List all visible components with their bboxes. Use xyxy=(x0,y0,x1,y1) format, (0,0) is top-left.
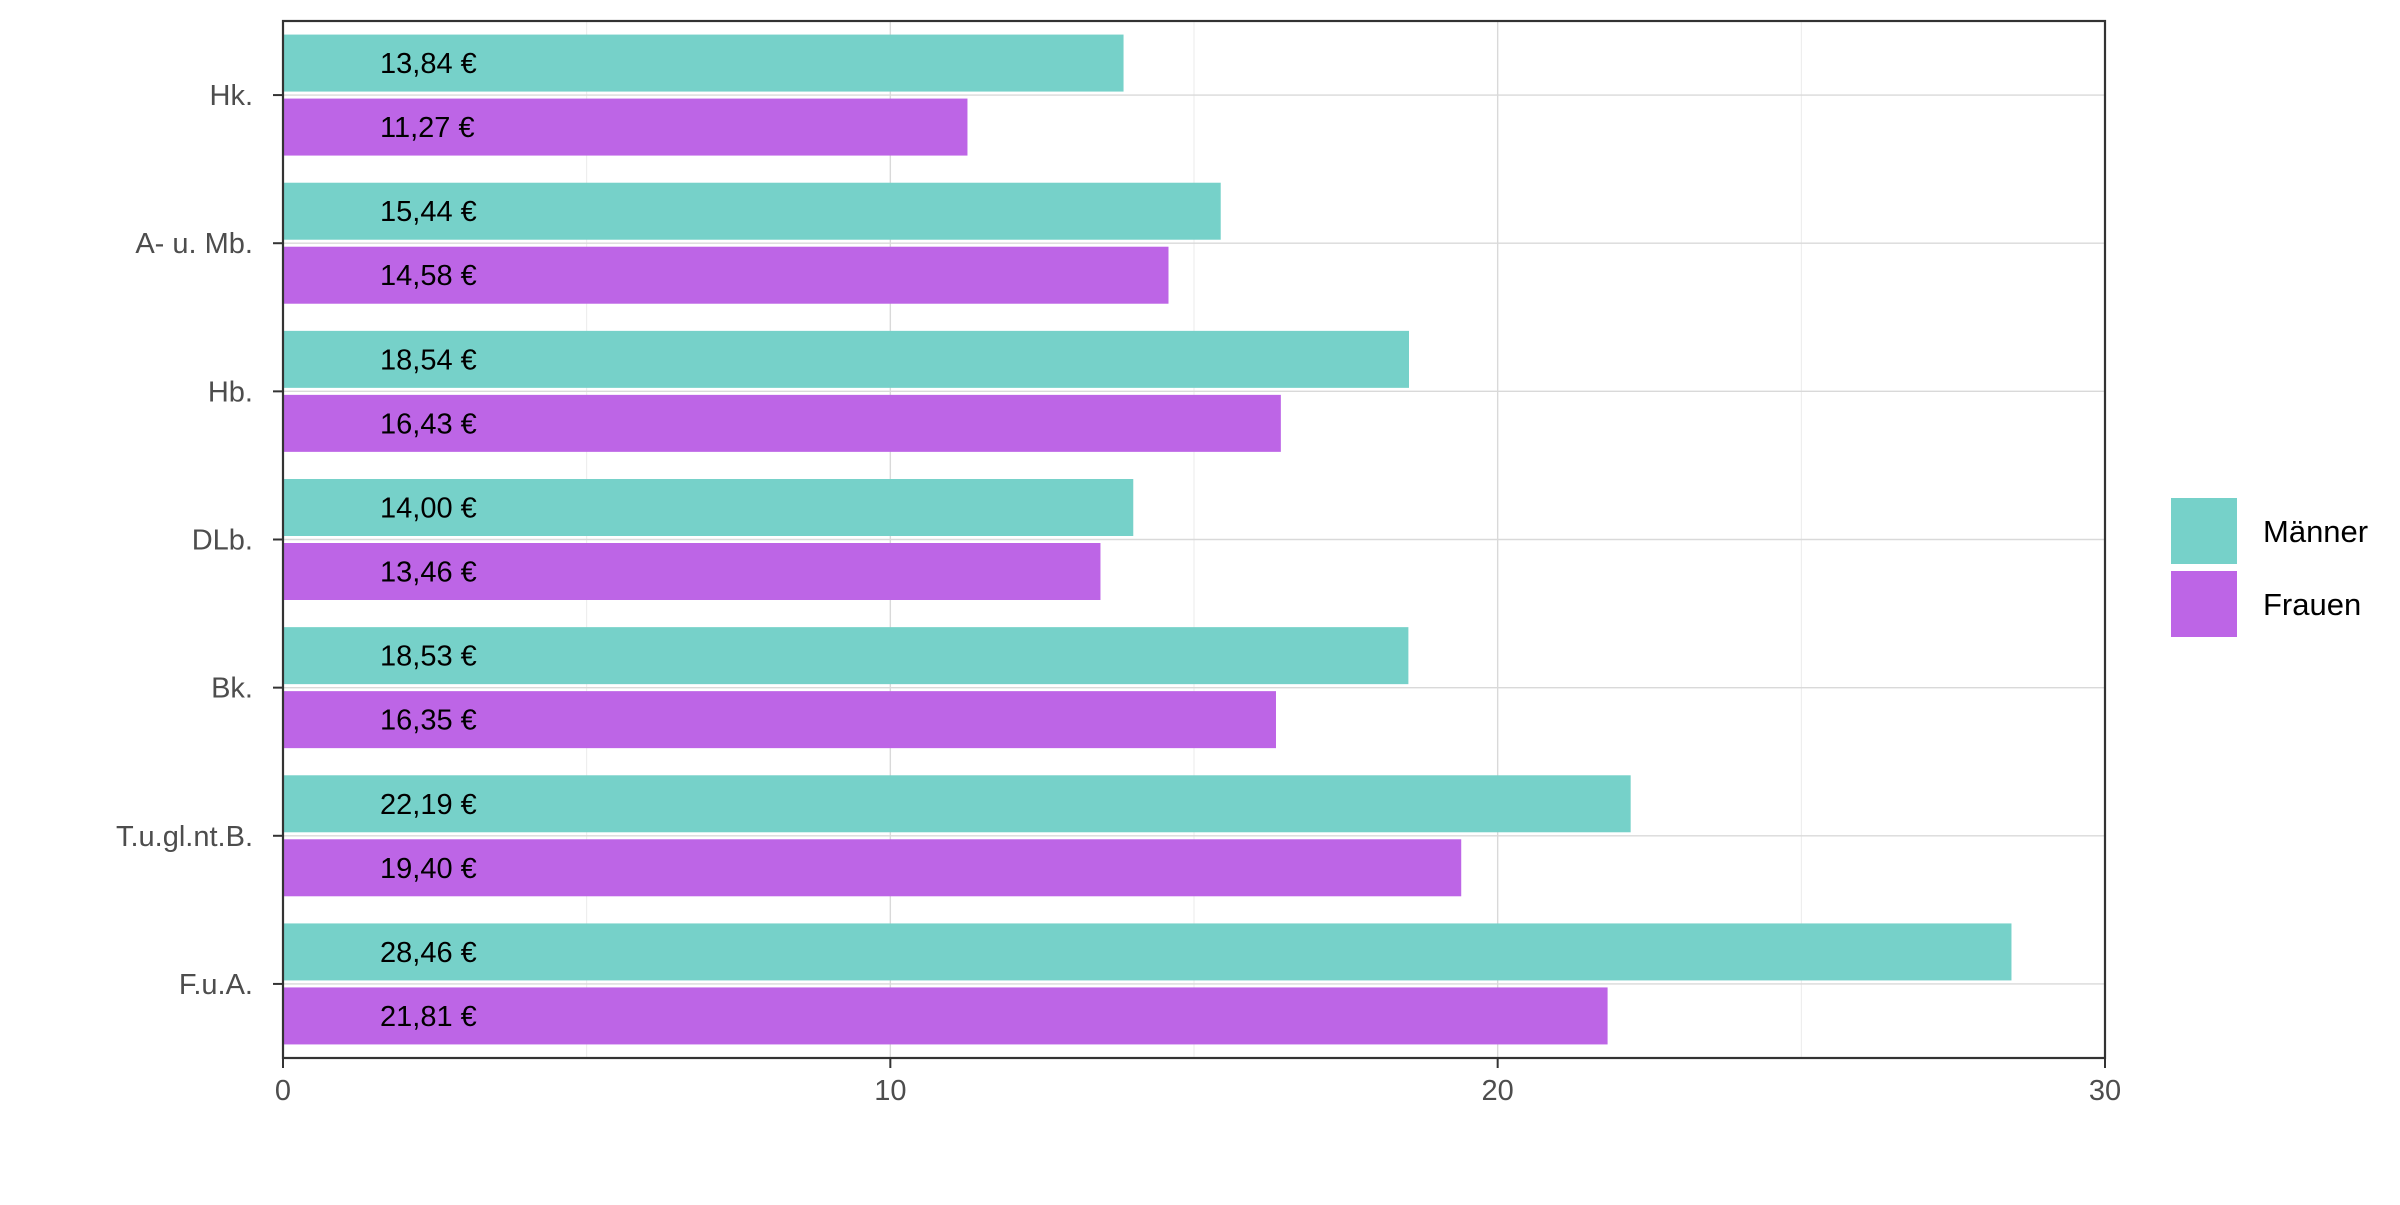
bar-maenner-3 xyxy=(283,479,1134,536)
bar-value-label: 13,46 € xyxy=(380,557,477,589)
y-axis-category-label: DLb. xyxy=(192,525,253,557)
bar-maenner-2 xyxy=(283,330,1409,388)
bar-maenner-5 xyxy=(283,775,1631,833)
bar-value-label: 19,40 € xyxy=(380,853,477,885)
y-axis-category-label: Bk. xyxy=(211,673,253,705)
y-axis-category-label: Hk. xyxy=(210,80,254,112)
y-axis-category-label: F.u.A. xyxy=(179,969,253,1001)
bar-value-label: 28,46 € xyxy=(380,937,477,969)
x-axis: 0 10 20 30 xyxy=(275,1058,2121,1107)
bar-value-label: 22,19 € xyxy=(380,789,477,821)
x-axis-tick-label: 30 xyxy=(2089,1075,2121,1107)
bar-frauen-3 xyxy=(283,543,1101,600)
y-axis-category-label: Hb. xyxy=(208,376,253,408)
legend-key-frauen xyxy=(2171,571,2237,637)
y-axis: Hk. A- u. Mb. Hb. DLb. Bk. T.u.gl.nt.B. F.u.A. xyxy=(116,80,283,1001)
bar-maenner-1 xyxy=(283,182,1221,240)
bar-layer xyxy=(283,34,2012,1045)
bar-value-label: 15,44 € xyxy=(380,196,477,228)
bar-frauen-5 xyxy=(283,839,1462,897)
bar-value-label: 18,54 € xyxy=(380,344,477,376)
legend: Männer Frauen xyxy=(2171,498,2368,637)
bar-value-label: 11,27 € xyxy=(380,112,475,144)
bar-frauen-4 xyxy=(283,691,1276,749)
legend-key-maenner xyxy=(2171,498,2237,564)
bar-frauen-0 xyxy=(283,98,968,156)
bar-maenner-4 xyxy=(283,627,1409,685)
bar-value-label: 14,58 € xyxy=(380,260,477,292)
bar-value-label: 16,35 € xyxy=(380,705,477,737)
x-axis-tick-label: 20 xyxy=(1482,1075,1514,1107)
bar-frauen-2 xyxy=(283,394,1281,452)
bar-value-label: 21,81 € xyxy=(380,1001,477,1033)
y-axis-category-label: T.u.gl.nt.B. xyxy=(116,821,253,853)
bar-frauen-6 xyxy=(283,987,1608,1045)
bar-maenner-6 xyxy=(283,923,2012,981)
bar-frauen-1 xyxy=(283,246,1169,304)
grid-layer xyxy=(282,21,2106,1058)
bar-value-label: 18,53 € xyxy=(380,641,477,673)
bar-maenner-0 xyxy=(283,34,1124,92)
legend-label: Männer xyxy=(2263,514,2368,549)
bar-value-label: 16,43 € xyxy=(380,408,477,440)
value-label-layer: 13,84 € 11,27 € 15,44 € 14,58 € 18,54 € 16,43… xyxy=(380,48,477,1033)
legend-label: Frauen xyxy=(2263,587,2361,622)
x-axis-tick-label: 0 xyxy=(275,1075,291,1107)
bar-value-label: 13,84 € xyxy=(380,48,477,80)
x-axis-tick-label: 10 xyxy=(874,1075,906,1107)
y-axis-category-label: A- u. Mb. xyxy=(135,228,253,260)
bar-value-label: 14,00 € xyxy=(380,493,477,525)
